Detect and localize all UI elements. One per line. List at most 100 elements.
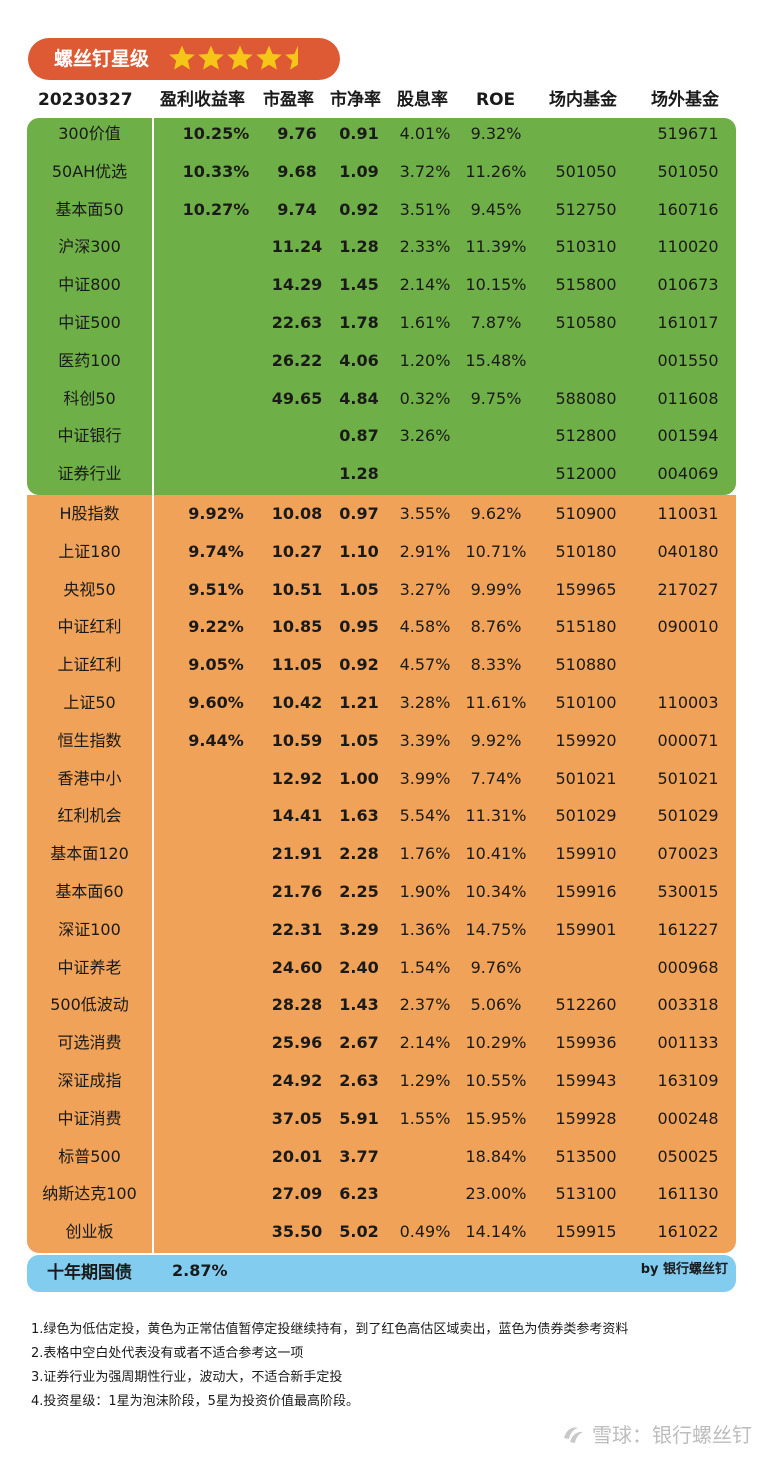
dividend-yield: 2.14% [399,1033,451,1053]
pb-ratio: 1.21 [339,693,379,712]
index-name: 基本面60 [55,882,124,901]
exchange-fund-code: 159928 [555,1108,617,1128]
otc-fund-code: 110003 [657,693,719,712]
table-row: 中证消费 37.05 5.91 1.55% 15.95% 159928 000248 [27,1104,736,1134]
table-row: 红利机会 14.41 1.63 5.54% 11.31% 501029 501029 [27,801,736,831]
exchange-fund-code: 512260 [555,995,617,1015]
pb-ratio: 1.63 [339,806,379,826]
pb-ratio: 2.67 [339,1033,379,1053]
earnings-yield: 10.25% [182,124,250,143]
table-row: 基本面120 21.91 2.28 1.76% 10.41% 159910 070023 [27,839,736,869]
roe: 9.62% [470,504,522,523]
roe: 11.39% [465,237,527,257]
pe-ratio: 9.68 [277,161,317,181]
pe-ratio: 9.74 [277,199,317,219]
dividend-yield: 3.39% [399,730,451,750]
note-item: 3.证券行业为强周期性行业，波动大，不适合新手定投 [31,1370,343,1385]
exchange-fund-code [549,953,623,983]
earnings-yield: 9.51% [188,579,244,599]
dividend-yield: 4.58% [399,617,451,637]
star-full-icon [198,45,224,70]
otc-fund-code: 003318 [657,995,719,1015]
header-roe: ROE [476,90,516,110]
byline: by 银行螺丝钉 [640,1262,728,1277]
roe: 15.48% [465,350,527,370]
pe-ratio: 22.63 [271,313,323,332]
dividend-yield [393,459,457,489]
index-name: 科创50 [63,388,116,408]
table-row: 香港中小 12.92 1.00 3.99% 7.74% 501021 501021 [27,764,736,794]
table-row: 50AH优选 10.33% 9.68 1.09 3.72% 11.26% 501050 501… [27,157,736,187]
roe: 10.55% [465,1071,527,1090]
otc-fund-code: 011608 [657,388,719,408]
header-pb: 市净率 [330,90,381,110]
otc-fund-code [647,650,729,680]
index-name: 中证养老 [57,957,122,977]
index-name: 恒生指数 [57,730,122,750]
dividend-yield: 1.90% [399,882,451,901]
exchange-fund-code: 512000 [555,464,617,484]
pb-ratio: 2.25 [339,882,379,901]
pe-ratio: 24.92 [271,1071,323,1090]
roe: 9.92% [470,730,522,750]
pb-ratio: 0.95 [339,617,379,637]
note-item: 2.表格中空白处代表没有或者不适合参考这一项 [31,1346,304,1361]
exchange-fund-code: 159910 [555,844,617,864]
note-item: 1.绿色为低估定投，黄色为正常估值暂停定投继续持有，到了红色高估区域卖出，蓝色为… [31,1322,629,1337]
roe: 11.26% [465,161,527,181]
exchange-fund-code: 159901 [555,919,617,939]
table-row: 沪深300 11.24 1.28 2.33% 11.39% 510310 110020 [27,232,736,262]
otc-fund-code: 519671 [657,124,719,143]
dividend-yield: 0.49% [399,1222,451,1242]
pb-ratio: 1.05 [339,730,379,750]
header-dividend-yield: 股息率 [397,90,448,110]
index-name: 深证100 [58,919,121,939]
pe-ratio: 12.92 [271,768,323,788]
roe [461,459,531,489]
otc-fund-code: 501021 [657,768,719,788]
dividend-yield: 1.76% [399,844,451,864]
otc-fund-code: 000071 [657,730,719,750]
earnings-yield: 9.22% [188,617,244,637]
otc-fund-code: 040180 [657,541,719,561]
index-name: 上证180 [58,541,121,561]
otc-fund-code: 000968 [657,957,719,977]
exchange-fund-code: 510900 [555,504,617,523]
exchange-fund-code: 515800 [555,275,617,295]
pe-ratio: 22.31 [271,919,323,939]
otc-fund-code: 163109 [657,1071,719,1090]
roe: 11.31% [465,806,527,826]
undervalued-zone [27,118,736,495]
otc-fund-code: 161227 [657,919,719,939]
header-earnings-yield: 盈利收益率 [160,90,245,110]
star-full-icon [227,45,253,70]
dividend-yield: 1.54% [399,957,451,977]
earnings-yield: 9.60% [188,693,244,712]
exchange-fund-code: 159965 [555,579,617,599]
pb-ratio: 1.28 [339,237,379,257]
otc-fund-code: 160716 [657,199,719,219]
exchange-fund-code: 159943 [555,1071,617,1090]
otc-fund-code: 161022 [657,1222,719,1242]
table-row: 上证180 9.74% 10.27 1.10 2.91% 10.71% 510180 0401… [27,537,736,567]
pe-ratio: 14.29 [271,275,323,295]
bond-yield: 2.87% [172,1261,228,1280]
index-name: 中证消费 [57,1108,122,1128]
pb-ratio: 3.29 [339,919,379,939]
pb-ratio: 0.91 [339,124,379,143]
note-item: 4.投资星级：1星为泡沫阶段，5星为投资价值最高阶段。 [31,1394,359,1409]
otc-fund-code: 001594 [657,426,719,446]
table-row: 标普500 20.01 3.77 18.84% 513500 050025 [27,1142,736,1172]
otc-fund-code: 090010 [657,617,719,637]
dividend-yield: 0.32% [399,388,451,408]
index-name: 中证500 [58,313,121,332]
bond-row: 十年期国债 2.87% by 银行螺丝钉 [27,1255,736,1292]
exchange-fund-code: 501029 [555,806,617,826]
earnings-yield: 10.33% [182,161,250,181]
pb-ratio: 0.92 [339,655,379,675]
roe: 9.45% [470,199,522,219]
dividend-yield: 5.54% [399,806,451,826]
pe-ratio: 10.51 [271,579,323,599]
index-name: 香港中小 [57,768,122,788]
dividend-yield: 2.14% [399,275,451,295]
